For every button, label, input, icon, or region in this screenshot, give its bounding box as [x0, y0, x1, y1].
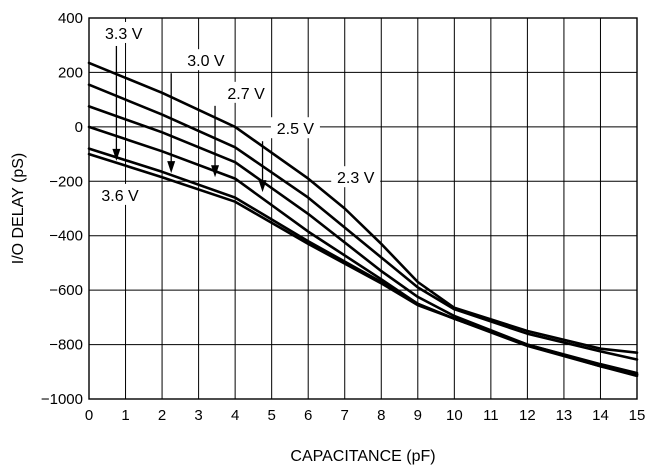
arrowhead-icon: [258, 180, 267, 193]
y-tick-label: −1000: [41, 391, 83, 408]
y-tick-label: −800: [49, 337, 83, 354]
arrowhead-icon: [167, 161, 176, 174]
series-lines: [87, 61, 639, 378]
y-tick-label: 0: [75, 119, 83, 136]
annotation-background: [95, 183, 145, 205]
annotation-label: 2.3 V: [337, 170, 375, 187]
y-tick-label: 200: [58, 64, 83, 81]
x-tick-labels: 0 1 2 3 4 5 6 7 8 9 10 11 12 13 14 15: [85, 407, 646, 424]
x-tick-label: 7: [341, 407, 349, 424]
y-tick-label: 400: [58, 10, 83, 27]
x-tick-label: 0: [85, 407, 93, 424]
y-axis-title: I/O DELAY (pS): [10, 153, 27, 264]
x-tick-label: 12: [519, 407, 536, 424]
annotation-label: 2.5 V: [277, 121, 315, 138]
series-line-3-6-V: [87, 152, 639, 375]
annotation-label: 2.7 V: [227, 86, 265, 103]
x-tick-label: 15: [629, 407, 646, 424]
x-tick-label: 6: [304, 407, 312, 424]
annotation-background: [331, 166, 381, 188]
arrowhead-icon: [211, 165, 220, 178]
y-tick-label: −600: [49, 282, 83, 299]
y-tick-label: −400: [49, 228, 83, 245]
x-tick-label: 8: [377, 407, 385, 424]
y-tick-label: −200: [49, 173, 83, 190]
annotations: 3.3 V 3.0 V2.7 V 2.5 V 2.3 V 3.6 V: [95, 21, 381, 205]
annotation-background: [181, 49, 231, 71]
x-tick-label: 14: [592, 407, 609, 424]
x-tick-label: 13: [556, 407, 573, 424]
annotation-label: 3.6 V: [101, 188, 139, 205]
annotation-background: [270, 117, 320, 139]
annotation-background: [99, 21, 149, 43]
arrowhead-icon: [112, 148, 121, 161]
grid: [88, 17, 638, 400]
x-tick-label: 4: [231, 407, 239, 424]
annotation-label: 3.3 V: [105, 26, 143, 43]
annotation-label: 3.0 V: [187, 53, 225, 70]
annotation-background: [221, 81, 271, 103]
y-tick-labels: 400 200 0 −200 −400 −600 −800 −1000: [41, 10, 83, 408]
x-tick-label: 3: [194, 407, 202, 424]
series-line-2-5-V: [87, 83, 639, 361]
plot-frame: [88, 17, 638, 400]
x-tick-label: 9: [414, 407, 422, 424]
series-line-2-3-V: [87, 61, 639, 355]
x-tick-label: 1: [121, 407, 129, 424]
x-tick-label: 10: [446, 407, 463, 424]
x-tick-label: 2: [158, 407, 166, 424]
x-axis-title: CAPACITANCE (pF): [290, 448, 435, 465]
x-tick-label: 5: [267, 407, 275, 424]
x-tick-label: 11: [483, 407, 499, 424]
